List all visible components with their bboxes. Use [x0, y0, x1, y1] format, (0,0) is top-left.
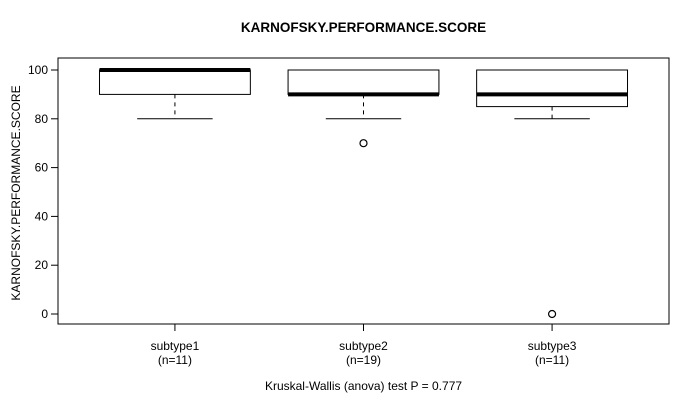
- y-tick-label: 20: [35, 258, 49, 272]
- y-tick-label: 100: [28, 63, 48, 77]
- chart-title: KARNOFSKY.PERFORMANCE.SCORE: [240, 20, 487, 35]
- category-sublabel: (n=11): [535, 353, 569, 367]
- kruskal-wallis-annotation: Kruskal-Wallis (anova) test P = 0.777: [264, 379, 463, 393]
- category-label: subtype3: [528, 339, 577, 353]
- category-label: subtype2: [339, 339, 388, 353]
- box: [476, 69, 629, 108]
- y-tick-label: 60: [35, 161, 49, 175]
- box: [287, 69, 440, 95]
- outlier-point: [547, 309, 557, 319]
- outlier-point: [359, 139, 368, 148]
- category-label: subtype1: [151, 339, 200, 353]
- y-tick-label: 0: [41, 307, 48, 321]
- box: [98, 69, 251, 95]
- y-tick-label: 40: [35, 209, 49, 223]
- category-sublabel: (n=11): [158, 353, 192, 367]
- category-sublabel: (n=19): [346, 353, 381, 367]
- y-tick-label: 80: [35, 112, 49, 126]
